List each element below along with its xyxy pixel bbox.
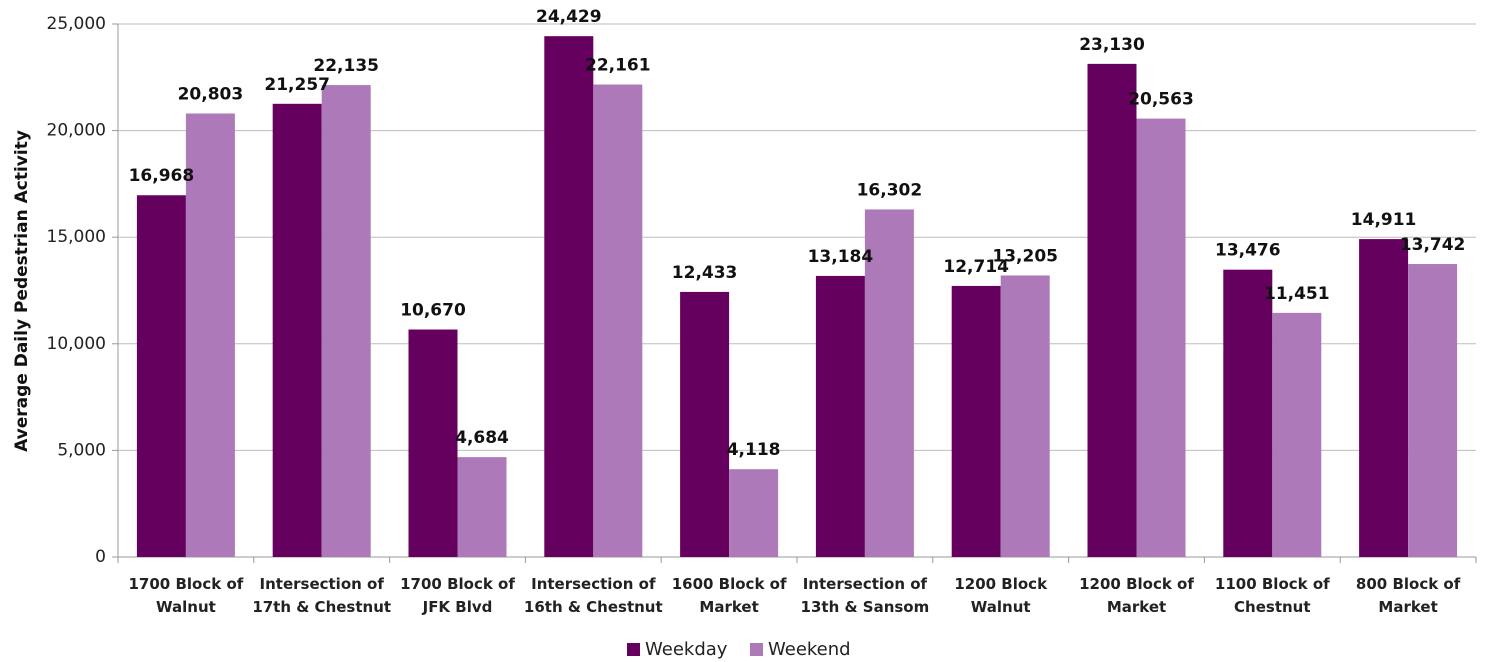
bar-weekend	[729, 469, 779, 557]
data-label: 12,433	[672, 263, 738, 283]
y-tick-label: 25,000	[47, 14, 106, 34]
y-tick-label: 5,000	[57, 440, 106, 460]
data-label: 13,742	[1400, 235, 1466, 255]
x-tick-label: Intersection of 13th & Sansom	[801, 575, 930, 616]
bar-weekend	[1136, 118, 1186, 558]
bar-weekend	[1000, 275, 1050, 557]
x-tick-label-line: Market	[1378, 598, 1437, 616]
data-label: 16,968	[129, 166, 195, 186]
bar-weekend	[593, 84, 643, 558]
data-label: 12,714	[943, 257, 1009, 277]
x-tick-label: 1600 Block of Market	[672, 575, 787, 616]
data-label: 20,563	[1128, 90, 1194, 110]
bar-weekend	[1408, 264, 1458, 557]
legend-swatch-weekend	[750, 643, 763, 656]
bar-weekend	[1272, 312, 1322, 557]
bar-weekday	[408, 329, 458, 557]
x-tick-label: Intersection of 16th & Chestnut	[524, 575, 663, 616]
legend: Weekday Weekend	[627, 639, 851, 660]
x-tick-label-line: Walnut	[971, 598, 1031, 616]
legend-swatch-weekday	[627, 643, 640, 656]
x-tick-label: 1100 Block of Chestnut	[1215, 575, 1330, 616]
y-axis-title: Average Daily Pedestrian Activity	[12, 130, 32, 452]
bar-weekday	[951, 285, 1001, 557]
data-label: 16,302	[857, 180, 923, 200]
legend-label-weekday: Weekday	[645, 639, 728, 660]
x-tick-label: 1200 Block of Market	[1079, 575, 1194, 616]
axes: 0 5,000 10,000 15,000 20,000 25,000 1700 Block…	[47, 14, 1477, 616]
data-label: 4,118	[727, 440, 781, 460]
bar-weekday	[136, 195, 186, 557]
x-tick-label-line: Chestnut	[1234, 598, 1311, 616]
x-tick-label-line: Market	[699, 598, 758, 616]
bar-weekday	[272, 103, 322, 558]
data-label: 13,184	[808, 247, 874, 267]
data-label: 22,135	[313, 56, 379, 76]
x-tick-label-line: Intersection of	[531, 575, 656, 593]
data-label: 13,476	[1215, 241, 1281, 261]
y-tick-label: 0	[95, 547, 106, 567]
bar-weekday	[1359, 239, 1409, 557]
x-tick-label-line: 13th & Sansom	[801, 598, 930, 616]
x-tick-label: 1200 Block Walnut	[954, 575, 1048, 616]
x-tick-label-line: 1200 Block	[954, 575, 1048, 593]
data-label: 23,130	[1079, 35, 1145, 55]
x-tick-label: 800 Block of Market	[1356, 575, 1461, 616]
data-label: 4,684	[455, 428, 509, 448]
x-tick-label-line: 1600 Block of	[672, 575, 787, 593]
bar-weekday	[1087, 63, 1137, 557]
y-tick-label: 20,000	[47, 121, 106, 141]
x-tick-label-line: Intersection of	[260, 575, 385, 593]
bar-weekend	[185, 113, 235, 557]
data-label: 14,911	[1351, 210, 1417, 230]
data-label: 24,429	[536, 7, 602, 27]
x-tick-label: Intersection of 17th & Chestnut	[252, 575, 391, 616]
x-tick-label-line: Walnut	[156, 598, 216, 616]
bar-weekday	[544, 36, 594, 558]
bar-weekend	[321, 85, 371, 558]
x-tick-label-line: 17th & Chestnut	[252, 598, 391, 616]
legend-label-weekend: Weekend	[768, 639, 851, 660]
x-tick-label-line: 1700 Block of	[129, 575, 244, 593]
x-tick-label-line: JFK Blvd	[422, 598, 493, 616]
x-tick-label-line: Market	[1107, 598, 1166, 616]
x-tick-label-line: 1200 Block of	[1079, 575, 1194, 593]
x-tick-label-line: Intersection of	[803, 575, 928, 593]
bar-weekday	[815, 275, 865, 557]
y-tick-label: 15,000	[47, 227, 106, 247]
x-tick-label-line: 16th & Chestnut	[524, 598, 663, 616]
bars	[136, 36, 1458, 558]
bar-weekday	[680, 291, 730, 557]
x-tick-label: 1700 Block of JFK Blvd	[400, 575, 515, 616]
data-label: 21,257	[264, 75, 330, 95]
data-label: 10,670	[400, 301, 466, 321]
data-label: 20,803	[178, 84, 244, 104]
bar-weekend	[864, 209, 914, 558]
data-label: 13,205	[992, 246, 1058, 266]
x-tick-label-line: 1700 Block of	[400, 575, 515, 593]
x-tick-label-line: 800 Block of	[1356, 575, 1461, 593]
data-label: 22,161	[585, 56, 651, 76]
bar-weekend	[457, 457, 507, 557]
y-tick-label: 10,000	[47, 334, 106, 354]
x-tick-label: 1700 Block of Walnut	[129, 575, 244, 616]
data-label: 11,451	[1264, 284, 1330, 304]
bar-weekday	[1223, 269, 1273, 557]
x-tick-label-line: 1100 Block of	[1215, 575, 1330, 593]
